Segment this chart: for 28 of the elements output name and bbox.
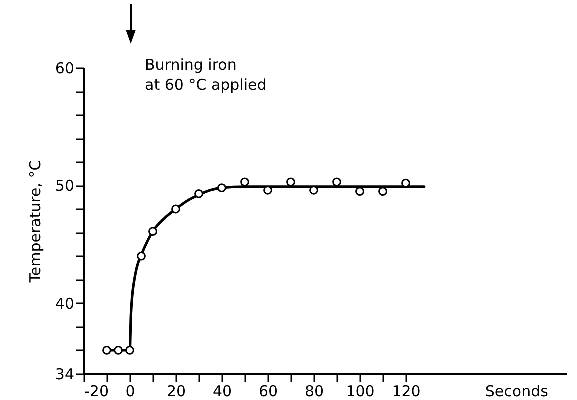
point bbox=[286, 178, 296, 187]
point bbox=[126, 346, 134, 355]
x-tick-label: 100 bbox=[346, 382, 375, 400]
y-tick-label: 50 bbox=[55, 177, 74, 196]
point bbox=[194, 189, 204, 198]
point bbox=[356, 187, 364, 196]
x-tick-label: 120 bbox=[392, 382, 421, 400]
point bbox=[378, 187, 388, 196]
x-tick-label: 60 bbox=[258, 382, 278, 400]
y-tick-label: 34 bbox=[55, 366, 74, 384]
x-tick-label: 20 bbox=[166, 382, 186, 400]
point bbox=[332, 178, 342, 187]
point bbox=[137, 252, 146, 261]
point bbox=[172, 204, 180, 214]
point bbox=[218, 184, 226, 192]
y-tick-label: 40 bbox=[55, 294, 74, 313]
point bbox=[240, 178, 250, 187]
x-tick-label: 80 bbox=[304, 382, 324, 400]
y-tick-label: 60 bbox=[55, 60, 74, 78]
point bbox=[102, 346, 112, 355]
x-tick-label: -20 bbox=[84, 382, 109, 400]
x-axis-title: Seconds bbox=[485, 382, 549, 400]
x-tick-label: 40 bbox=[212, 382, 232, 400]
point bbox=[148, 227, 158, 236]
point bbox=[114, 346, 123, 355]
annotation: Burning iron at 60 °C applied bbox=[145, 56, 267, 94]
y-axis-title: Temperature, °C bbox=[26, 160, 44, 284]
x-tick-label: 0 bbox=[126, 382, 136, 400]
